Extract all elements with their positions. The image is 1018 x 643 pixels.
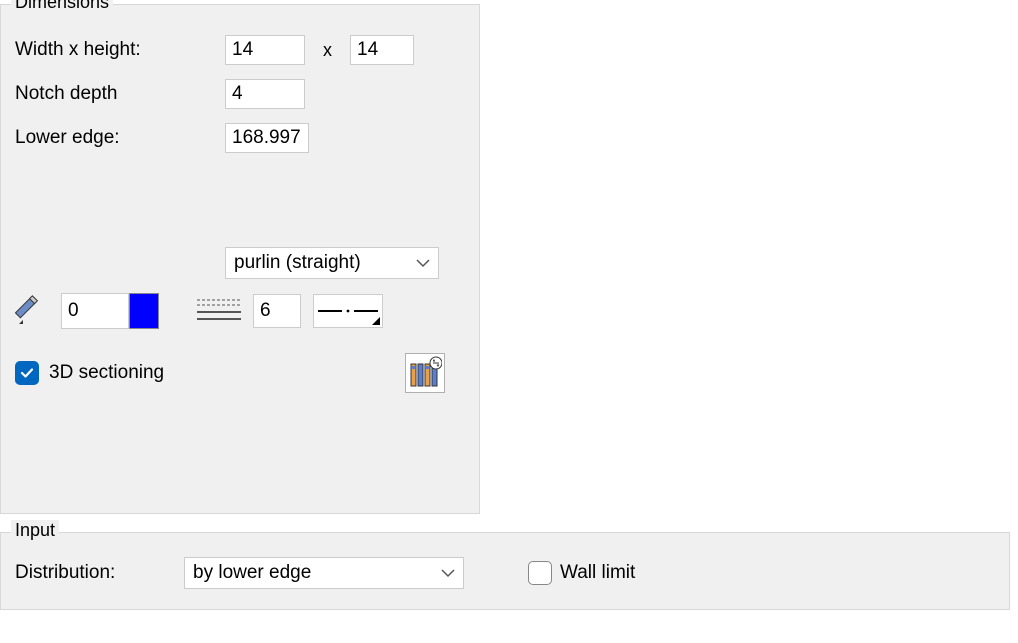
dropdown-triangle-icon <box>372 317 380 325</box>
height-input[interactable] <box>350 35 414 65</box>
distribution-value: by lower edge <box>193 562 311 584</box>
sectioning-bars-icon[interactable] <box>405 353 445 393</box>
pen-line-row <box>15 293 465 329</box>
line-number-input[interactable] <box>253 294 301 328</box>
width-height-label: Width x height: <box>15 39 225 61</box>
sectioning-check-wrap: 3D sectioning <box>15 361 164 385</box>
lower-edge-label: Lower edge: <box>15 127 225 149</box>
sectioning-checkbox[interactable] <box>15 361 39 385</box>
width-height-row: Width x height: x <box>15 35 465 65</box>
x-separator: x <box>323 40 332 61</box>
wall-limit-wrap: Wall limit <box>528 561 635 585</box>
line-style-picker[interactable] <box>313 294 383 328</box>
notch-label: Notch depth <box>15 83 225 105</box>
input-fieldset: Input Distribution: by lower edge Wall l… <box>0 532 1010 610</box>
wall-limit-label: Wall limit <box>560 562 635 584</box>
hatch-icon <box>197 296 241 326</box>
lower-edge-row: Lower edge: <box>15 123 465 153</box>
sectioning-row: 3D sectioning <box>15 353 465 393</box>
chevron-down-icon <box>429 568 455 578</box>
notch-input[interactable] <box>225 79 305 109</box>
distribution-label: Distribution: <box>15 562 170 584</box>
input-legend: Input <box>11 520 59 541</box>
lower-edge-input[interactable] <box>225 123 309 153</box>
pen-number-input[interactable] <box>61 293 129 329</box>
pen-color-swatch[interactable] <box>129 293 159 329</box>
dimensions-fieldset: Dimensions Width x height: x Notch depth… <box>0 4 480 514</box>
dimensions-legend: Dimensions <box>11 0 113 13</box>
distribution-row: Distribution: by lower edge Wall limit <box>15 557 995 589</box>
sectioning-label: 3D sectioning <box>49 362 164 384</box>
type-row: purlin (straight) <box>15 247 465 279</box>
pencil-icon <box>15 294 49 328</box>
distribution-dropdown[interactable]: by lower edge <box>184 557 464 589</box>
chevron-down-icon <box>404 258 430 268</box>
type-dropdown-value: purlin (straight) <box>234 252 361 274</box>
width-input[interactable] <box>225 35 305 65</box>
notch-row: Notch depth <box>15 79 465 109</box>
wall-limit-checkbox[interactable] <box>528 561 552 585</box>
type-dropdown[interactable]: purlin (straight) <box>225 247 439 279</box>
spacer <box>15 167 465 247</box>
